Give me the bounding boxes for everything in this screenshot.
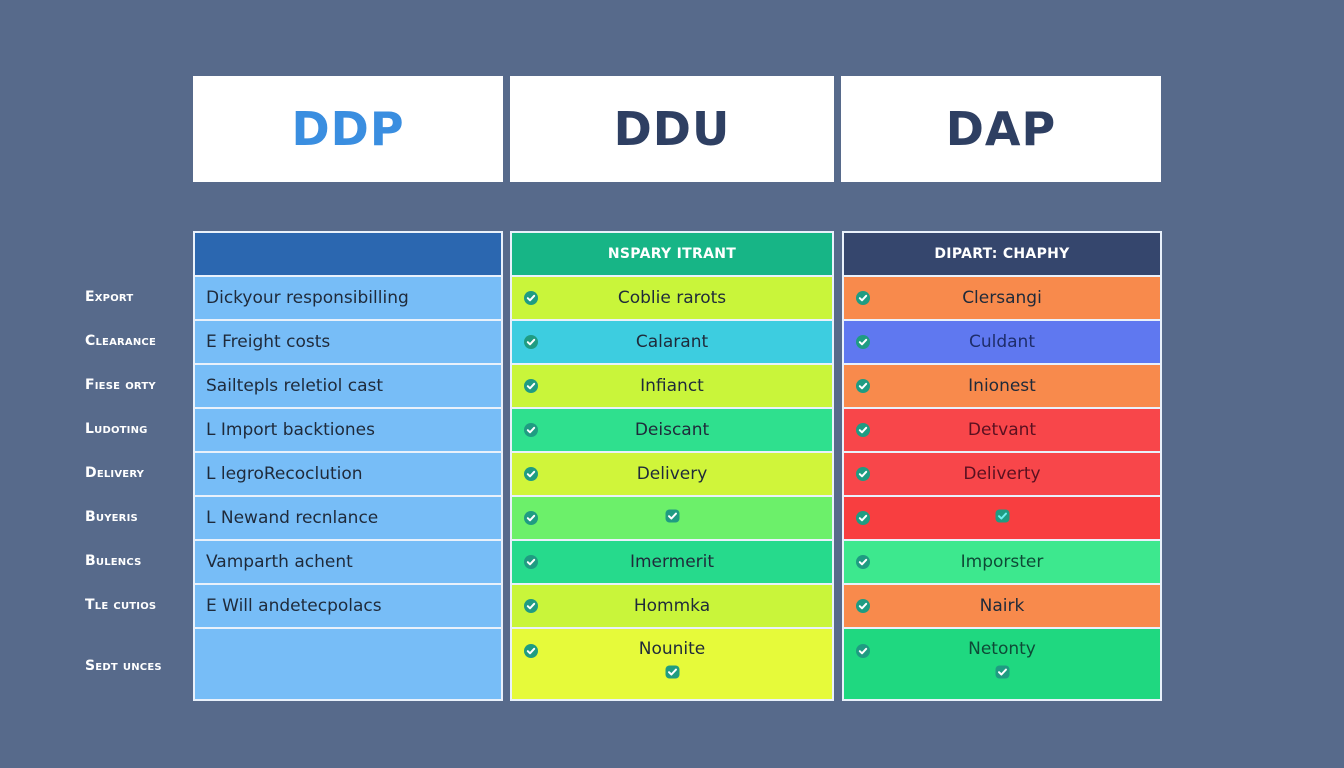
column-header: NSPARY ITRANT — [512, 233, 832, 277]
table-cell: Sailtepls reletiol cast — [195, 365, 501, 409]
check-circle-icon — [856, 644, 870, 658]
cell-text: Imporster — [960, 552, 1044, 572]
column-dap: DIPART: CHAPHY Clersangi Culdant Iniones… — [842, 231, 1162, 701]
check-shield-icon — [665, 664, 680, 684]
check-circle-icon — [524, 511, 538, 525]
table-cell: L Import backtiones — [195, 409, 501, 453]
table-cell: Deiscant — [512, 409, 832, 453]
cell-text: L legroRecoclution — [206, 464, 363, 484]
title-card-ddp: DDP — [193, 76, 503, 182]
cell-text: E Will andetecpolacs — [206, 596, 382, 616]
table-cell: Nairk — [844, 585, 1160, 629]
title-ddu: DDU — [613, 102, 731, 156]
table-cell — [195, 629, 501, 699]
table-cell: Delivery — [512, 453, 832, 497]
check-circle-icon — [856, 423, 870, 437]
cell-text: E Freight costs — [206, 332, 331, 352]
check-circle-icon — [524, 335, 538, 349]
check-circle-icon — [524, 599, 538, 613]
cell-text: Detvant — [967, 420, 1037, 440]
check-circle-icon — [856, 335, 870, 349]
check-circle-icon — [856, 291, 870, 305]
row-label: Clearance — [85, 333, 156, 349]
check-circle-icon — [856, 599, 870, 613]
table-cell: Coblie rarots — [512, 277, 832, 321]
cell-text: Nairk — [979, 596, 1025, 616]
cell-text: Netonty — [968, 639, 1036, 659]
table-cell: Vamparth achent — [195, 541, 501, 585]
cell-text: Vamparth achent — [206, 552, 353, 572]
cell-text: Clersangi — [962, 288, 1042, 308]
title-card-dap: DAP — [841, 76, 1161, 182]
check-circle-icon — [856, 555, 870, 569]
table-cell: Calarant — [512, 321, 832, 365]
cell-text: Imermerit — [629, 552, 715, 572]
table-cell: E Will andetecpolacs — [195, 585, 501, 629]
table-cell: Deliverty — [844, 453, 1160, 497]
row-label: Export — [85, 289, 134, 305]
row-label: Buyeris — [85, 509, 138, 525]
row-label: Tle cutios — [85, 597, 157, 613]
check-circle-icon — [524, 467, 538, 481]
table-cell: E Freight costs — [195, 321, 501, 365]
cell-text: Hommka — [633, 596, 711, 616]
check-circle-icon — [856, 511, 870, 525]
table-cell: Detvant — [844, 409, 1160, 453]
table-cell: Imporster — [844, 541, 1160, 585]
check-circle-icon — [856, 379, 870, 393]
cell-text: Coblie rarots — [617, 288, 727, 308]
title-ddp: DDP — [291, 102, 405, 156]
column-header — [195, 233, 501, 277]
row-label: Ludoting — [85, 421, 148, 437]
cell-text: Delivery — [636, 464, 708, 484]
cell-text: Calarant — [635, 332, 709, 352]
title-dap: DAP — [945, 102, 1057, 156]
check-circle-icon — [524, 291, 538, 305]
table-cell: Nounite — [512, 629, 832, 699]
table-cell: L Newand recnlance — [195, 497, 501, 541]
cell-text: Deliverty — [963, 464, 1041, 484]
table-cell: Netonty — [844, 629, 1160, 699]
check-circle-icon — [524, 555, 538, 569]
table-cell: Infianct — [512, 365, 832, 409]
cell-text: Inionest — [968, 376, 1036, 396]
table-cell — [844, 497, 1160, 541]
row-label: Fiese orty — [85, 377, 156, 393]
table-cell: Dickyour responsibilling — [195, 277, 501, 321]
cell-text: Nounite — [638, 639, 706, 659]
cell-text: Infianct — [640, 376, 704, 396]
check-shield-icon — [995, 508, 1010, 528]
row-label: Delivery — [85, 465, 145, 481]
column-ddu: NSPARY ITRANT Coblie rarots Calarant Inf… — [510, 231, 834, 701]
check-circle-icon — [856, 467, 870, 481]
table-cell: Imermerit — [512, 541, 832, 585]
cell-text: L Newand recnlance — [206, 508, 379, 528]
table-cell: Culdant — [844, 321, 1160, 365]
cell-text: Sailtepls reletiol cast — [206, 376, 384, 396]
check-shield-icon — [995, 664, 1010, 684]
cell-text: Deiscant — [634, 420, 710, 440]
check-circle-icon — [524, 379, 538, 393]
table-cell — [512, 497, 832, 541]
check-shield-icon — [665, 508, 680, 528]
table-cell: L legroRecoclution — [195, 453, 501, 497]
table-cell: Clersangi — [844, 277, 1160, 321]
column-header: DIPART: CHAPHY — [844, 233, 1160, 277]
cell-text: Culdant — [968, 332, 1036, 352]
row-label: Sedt unces — [85, 658, 162, 674]
column-ddp: Dickyour responsibilling E Freight costs… — [193, 231, 503, 701]
cell-text: Dickyour responsibilling — [206, 288, 409, 308]
row-label: Bulencs — [85, 553, 142, 569]
cell-text: L Import backtiones — [206, 420, 375, 440]
table-cell: Inionest — [844, 365, 1160, 409]
check-circle-icon — [524, 423, 538, 437]
row-labels: Export Clearance Fiese orty Ludoting Del… — [85, 275, 195, 705]
check-circle-icon — [524, 644, 538, 658]
title-card-ddu: DDU — [510, 76, 834, 182]
table-cell: Hommka — [512, 585, 832, 629]
